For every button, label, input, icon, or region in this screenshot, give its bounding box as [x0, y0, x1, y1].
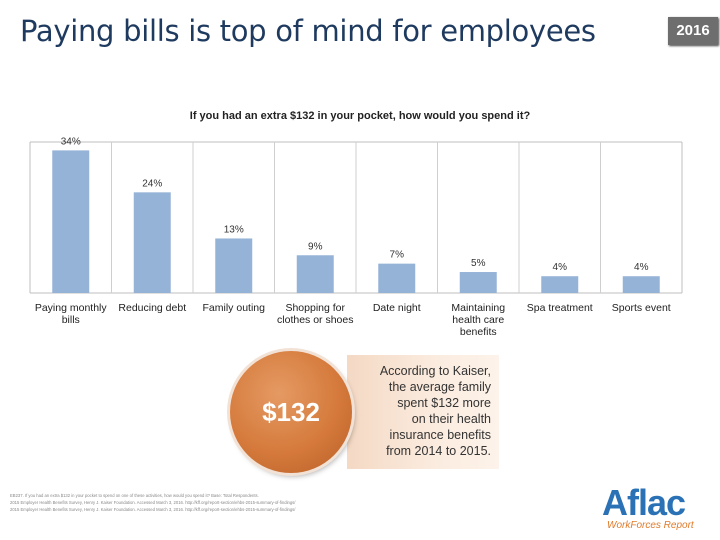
data-label: 9% [308, 241, 323, 252]
kaiser-callout: According to Kaiser, the average family sp… [347, 355, 499, 469]
data-label: 5% [471, 258, 486, 269]
category-label: bills [62, 314, 80, 326]
category-label: clothes or shoes [277, 314, 353, 326]
bar-6 [459, 272, 497, 293]
bar-5 [378, 263, 416, 293]
callout-text: According to Kaiser, the average family sp… [351, 363, 491, 459]
data-label: 13% [224, 224, 244, 235]
footnotes: EB237. If you had an extra $132 in your … [10, 492, 410, 513]
category-label: Date night [373, 302, 421, 314]
category-label: Paying monthly [35, 302, 108, 314]
year-badge: 2016 [668, 17, 718, 45]
chart-title: If you had an extra $132 in your pocket,… [189, 110, 531, 122]
data-label: 7% [390, 250, 405, 261]
callout-line: the average family [388, 380, 491, 394]
bar-1 [52, 150, 90, 293]
category-label: health care [452, 314, 504, 326]
footnote-2: 2015 Employer Health Benefits Survey, He… [10, 500, 296, 505]
page-title: Paying bills is top of mind for employee… [20, 14, 596, 48]
callout-line: on their health [411, 412, 491, 426]
bar-2 [133, 192, 171, 293]
bar-8 [622, 276, 660, 293]
callout-line: spent $132 more [397, 396, 491, 410]
bar-3 [215, 238, 253, 293]
logo-name: Aflac [602, 482, 686, 523]
data-label: 34% [61, 136, 81, 147]
aflac-logo: Aflac WorkForces Report [602, 482, 714, 534]
category-label: Shopping for [285, 302, 345, 314]
bar-7 [541, 276, 579, 293]
footnote-1: EB237. If you had an extra $132 in your … [10, 493, 259, 498]
callout-line: According to Kaiser, [379, 364, 491, 378]
category-label: Maintaining [451, 302, 505, 314]
logo-subtitle: WorkForces Report [607, 520, 694, 531]
amount-circle: $132 [230, 351, 352, 473]
data-label: 4% [634, 262, 649, 273]
category-label: Spa treatment [527, 302, 593, 314]
data-label: 4% [553, 262, 568, 273]
data-label: 24% [142, 178, 162, 189]
category-label: Sports event [612, 302, 671, 314]
category-label: Family outing [203, 302, 266, 314]
callout-line: insurance benefits [389, 428, 491, 442]
footnote-3: 2015 Employer Health Benefits Survey, He… [10, 507, 296, 512]
bar-4 [296, 255, 334, 293]
callout-line: from 2014 to 2015. [386, 444, 491, 458]
amount-label: $132 [262, 397, 320, 427]
category-label: Reducing debt [118, 302, 186, 314]
category-label: benefits [460, 326, 497, 338]
